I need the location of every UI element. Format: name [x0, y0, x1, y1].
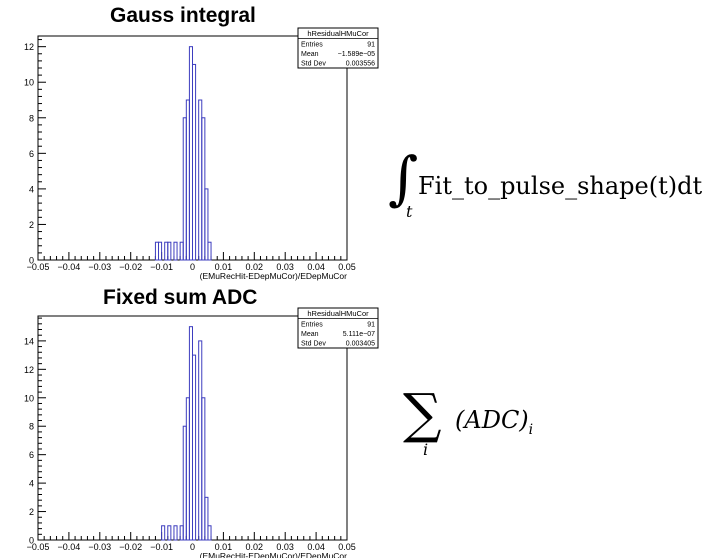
stats-row-label: Entries	[301, 322, 323, 329]
x-axis-label: (EMuRecHit-EDepMuCor)/EDepMuCor	[200, 551, 348, 558]
histogram-bin	[158, 241, 163, 261]
x-tick-label: −0.03	[88, 542, 111, 552]
sum-formula: ∑ i (ADC)i	[403, 382, 603, 466]
histogram-bin	[204, 188, 209, 261]
stats-row-label: Std Dev	[301, 341, 326, 348]
x-tick-label: −0.01	[150, 262, 173, 272]
x-tick-label: 0.01	[215, 262, 233, 272]
sum-subscript: i	[423, 440, 429, 459]
stats-row-value: 0.003556	[346, 61, 375, 68]
y-tick-label: 4	[29, 479, 34, 489]
x-tick-label: −0.04	[58, 542, 81, 552]
y-tick-label: 0	[29, 256, 34, 266]
histogram-bin	[192, 63, 197, 261]
stats-row-label: Std Dev	[301, 61, 326, 68]
y-tick-label: 0	[29, 536, 34, 546]
y-tick-label: 6	[29, 149, 34, 159]
x-tick-label: −0.05	[27, 262, 50, 272]
y-tick-label: 10	[24, 78, 34, 88]
x-tick-label: 0.01	[215, 542, 233, 552]
histogram-bin	[207, 241, 212, 261]
y-tick-label: 10	[24, 393, 34, 403]
x-tick-label: 0	[190, 542, 195, 552]
histogram-bin	[173, 241, 178, 261]
x-tick-label: 0.03	[276, 262, 294, 272]
integral-sign: ∫	[388, 144, 419, 212]
histogram-gauss-integral: 0 2 4 6 8 10 12 −0.05 −0.04 −0.03 −0.02 −0.01 0 0.01 0…	[24, 27, 379, 281]
x-axis-label: (EMuRecHit-EDepMuCor)/EDepMuCor	[200, 271, 348, 281]
x-tick-label: 0.04	[307, 542, 325, 552]
histogram-bin	[201, 397, 206, 541]
stats-box-name: hResidualHMuCor	[307, 29, 369, 38]
stats-box-name: hResidualHMuCor	[307, 309, 369, 318]
histogram-bin	[173, 525, 178, 541]
x-tick-label: 0.02	[246, 262, 264, 272]
stats-box-frame	[297, 307, 379, 349]
x-tick-label: 0.05	[338, 262, 356, 272]
stats-row-value: 0.003405	[346, 341, 375, 348]
y-tick-label: 6	[29, 450, 34, 460]
stats-box-frame	[297, 27, 379, 69]
x-tick-label: −0.01	[150, 542, 173, 552]
x-tick-label: −0.04	[58, 262, 81, 272]
stats-box: hResidualHMuCor Entries 91 Mean −1.589e−05 St…	[297, 27, 379, 69]
stats-row-label: Mean	[301, 51, 319, 58]
stats-row-value: 91	[367, 42, 375, 49]
sum-sign: ∑	[403, 382, 442, 445]
stats-row-label: Entries	[301, 42, 323, 49]
stats-row-value: −1.589e−05	[338, 51, 375, 58]
y-tick-label: 14	[24, 336, 34, 346]
sum-body-text: (ADC)	[455, 406, 529, 434]
integral-formula: ∫ t Fit_to_pulse_shape(t)dt	[388, 144, 718, 228]
chart-title-gauss: Gauss integral	[110, 4, 256, 27]
chart-title-fixed-sum: Fixed sum ADC	[103, 286, 258, 309]
integral-body: Fit_to_pulse_shape(t)dt	[418, 172, 703, 200]
stats-row-value: 91	[367, 322, 375, 329]
sum-body: (ADC)i	[455, 406, 533, 438]
x-tick-label: −0.02	[119, 542, 142, 552]
stats-row-value: 5.111e−07	[343, 331, 375, 338]
y-tick-label: 2	[29, 220, 34, 230]
stats-box: hResidualHMuCor Entries 91 Mean 5.111e−07 Std…	[297, 307, 379, 349]
y-tick-label: 12	[24, 42, 34, 52]
y-tick-label: 8	[29, 422, 34, 432]
y-tick-label: 4	[29, 184, 34, 194]
x-tick-label: 0.02	[246, 542, 264, 552]
x-tick-label: 0.03	[276, 542, 294, 552]
histogram-bin	[167, 241, 172, 261]
x-tick-label: 0	[190, 262, 195, 272]
stats-row-label: Mean	[301, 331, 319, 338]
x-tick-label: −0.05	[27, 542, 50, 552]
sum-body-subscript: i	[528, 421, 534, 438]
x-tick-label: 0.04	[307, 262, 325, 272]
y-tick-label: 12	[24, 365, 34, 375]
histogram-fixed-sum-adc: 0 2 4 6 8 10 12 14 −0.05 −0.04 −0.03 −0.02 −0.01 0 0.0…	[24, 307, 379, 558]
y-tick-label: 8	[29, 113, 34, 123]
x-tick-label: −0.03	[88, 262, 111, 272]
x-tick-label: −0.02	[119, 262, 142, 272]
integral-subscript: t	[406, 202, 413, 221]
x-tick-label: 0.05	[338, 542, 356, 552]
histogram-bin	[204, 496, 209, 541]
histogram-bin	[192, 354, 197, 541]
y-tick-label: 2	[29, 507, 34, 517]
histogram-bin	[161, 525, 166, 541]
histogram-bin	[167, 525, 172, 541]
histogram-bin	[207, 525, 212, 541]
